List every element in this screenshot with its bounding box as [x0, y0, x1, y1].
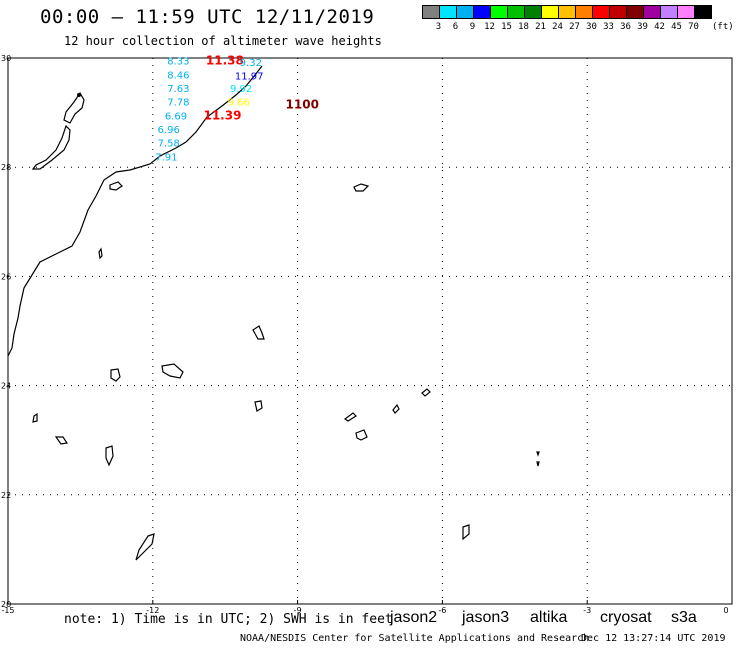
color-scale-label: 15 [501, 22, 512, 32]
wave-height-value: 7.91 [155, 152, 177, 163]
color-scale-label: 9 [469, 22, 476, 32]
legend-cryosat: cryosat [600, 609, 652, 626]
color-scale-label: 12 [484, 22, 495, 32]
lat-tick-label: 28 [1, 163, 11, 172]
legend-jason3: jason3 [462, 609, 510, 626]
wave-height-value: 1100 [286, 97, 319, 111]
island-q [462, 524, 470, 541]
wave-height-value: 7.58 [158, 139, 180, 150]
color-scale-label: 36 [620, 22, 631, 32]
wave-height-value: 8.33 [167, 57, 189, 68]
map-gridlines [8, 58, 732, 604]
wave-height-value: 11.97 [235, 71, 264, 82]
lon-tick-label: -6 [438, 606, 446, 615]
island-g [254, 400, 263, 412]
color-scale [422, 5, 712, 19]
africa-coastline [7, 65, 263, 357]
lon-tick-label: -15 [1, 606, 14, 615]
island-i [392, 403, 400, 414]
color-scale-label: 39 [637, 22, 648, 32]
lat-tick-label: 22 [1, 491, 11, 500]
color-scale-label: 33 [603, 22, 614, 32]
legend-s3a: s3a [671, 609, 697, 626]
map-frame [7, 57, 733, 605]
page-subtitle: 12 hour collection of altimeter wave hei… [64, 34, 382, 48]
wave-height-value: 11.39 [203, 108, 241, 122]
island-o [536, 451, 540, 457]
color-scale-label: 27 [569, 22, 580, 32]
island-c [353, 183, 370, 192]
island-a [109, 181, 123, 191]
footer-note: note: 1) Time is in UTC; 2) SWH is in fe… [64, 612, 393, 627]
island-n [105, 445, 114, 467]
color-scale-label: 30 [586, 22, 597, 32]
wave-height-value: 9.92 [230, 84, 252, 95]
lon-tick-label: -3 [583, 606, 591, 615]
island-e [110, 368, 121, 382]
island-r [135, 533, 155, 561]
wave-height-value: 11.38 [206, 54, 244, 68]
island-m [54, 436, 69, 445]
lon-tick-label: -9 [294, 606, 302, 615]
lat-tick-label: 26 [1, 272, 11, 281]
lon-tick-label: -12 [146, 606, 159, 615]
timestamp: Dec 12 13:27:14 UTC 2019 [581, 633, 726, 644]
credit-text: NOAA/NESDIS Center for Satellite Applica… [240, 633, 590, 644]
island-d [252, 325, 265, 340]
color-scale-label: 42 [654, 22, 665, 32]
color-scale-label: 6 [452, 22, 459, 32]
wave-height-value: 8.46 [167, 70, 189, 81]
color-scale-labels: 3 6 9 12 15 18 21 24 27 30 33 36 39 42 45 70 [430, 22, 702, 32]
lat-tick-label: 30 [1, 54, 11, 63]
wave-height-value: 7.78 [167, 98, 189, 109]
lat-tick-label: 20 [1, 600, 11, 609]
color-scale-label: 24 [552, 22, 563, 32]
legend-altika: altika [530, 609, 568, 626]
island-l [32, 412, 38, 423]
island-b [98, 247, 103, 260]
color-scale-label: 70 [688, 22, 699, 32]
color-scale-label: 18 [518, 22, 529, 32]
island-p [536, 461, 540, 467]
color-scale-unit: (ft) [712, 22, 734, 32]
island-f [161, 363, 184, 379]
wave-height-value: 6.96 [158, 125, 180, 136]
lanzarote-island [63, 91, 85, 124]
wave-height-value: 6.69 [165, 111, 187, 122]
page-title: 00:00 – 11:59 UTC 12/11/2019 [40, 6, 375, 28]
color-scale-label: 45 [671, 22, 682, 32]
island-k [355, 429, 368, 441]
wave-height-value: 7.63 [167, 84, 189, 95]
island-j [421, 388, 431, 397]
fuerteventura-island [31, 124, 71, 170]
map-ticks: 30 28 26 24 22 20-15 -12 -9 -6 -3 0 [1, 54, 733, 615]
lon-tick-label: 0 [723, 606, 728, 615]
wave-height-value: 9.32 [240, 58, 262, 69]
color-swatch [694, 5, 712, 19]
islet [76, 92, 81, 97]
color-scale-label: 3 [435, 22, 442, 32]
wave-height-labels: 8.33 8.46 7.63 7.78 6.69 6.96 7.58 7.91 11.38 11.… [155, 54, 319, 164]
coastlines [7, 65, 540, 561]
lat-tick-label: 24 [1, 382, 11, 391]
legend-jason2: jason2 [390, 609, 438, 626]
island-h [343, 412, 357, 422]
color-scale-label: 21 [535, 22, 546, 32]
wave-height-value: 9.66 [228, 98, 250, 109]
